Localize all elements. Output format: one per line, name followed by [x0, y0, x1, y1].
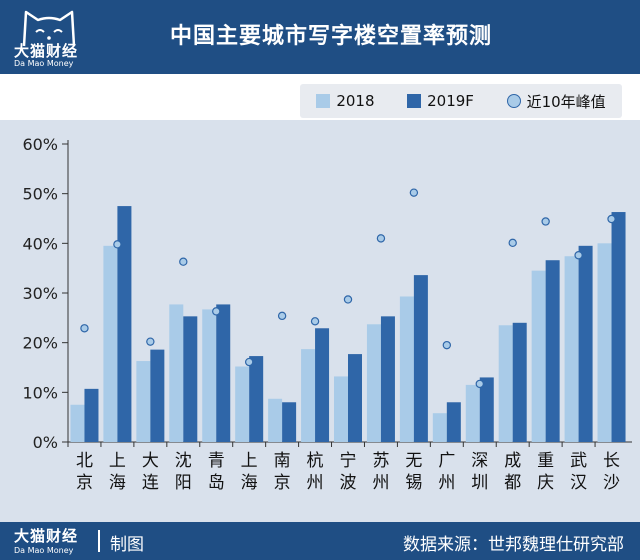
y-tick-label: 60%	[22, 135, 58, 154]
bar-2019f	[479, 377, 494, 442]
x-tick-label: 宁波	[340, 451, 357, 493]
legend-item-2018: 2018	[316, 92, 375, 110]
brand-name-en: Da Mao Money	[14, 59, 74, 68]
peak-point	[212, 307, 221, 316]
bar-2019f	[413, 275, 428, 442]
peak-point	[146, 337, 155, 346]
x-tick-label: 成都	[504, 451, 521, 493]
bar-2018	[202, 309, 217, 442]
cat-logo-icon	[22, 10, 76, 47]
bar-2018	[268, 398, 283, 442]
bar-2019f	[512, 322, 527, 442]
peak-point	[376, 234, 386, 243]
legend: 2018 2019F 近10年峰值	[300, 84, 622, 118]
bar-2019f	[315, 328, 330, 442]
peak-point	[179, 257, 188, 266]
chart-title: 中国主要城市写字楼空置率预测	[170, 24, 493, 49]
x-tick-label: 上海	[241, 451, 258, 493]
footer-made-label: 制图	[110, 535, 144, 555]
x-tick-label: 南京	[274, 451, 291, 493]
footer-divider	[98, 530, 100, 552]
peak-point	[508, 238, 517, 248]
x-tick-label: 北京	[76, 451, 93, 493]
x-tick-label: 杭州	[307, 451, 324, 493]
x-tick-label: 上海	[109, 451, 126, 493]
bar-2019f	[150, 349, 165, 442]
y-tick-label: 30%	[22, 284, 58, 303]
peak-point	[310, 317, 320, 326]
bar-2019f	[282, 402, 297, 442]
vacancy-chart: 0%10%20%30%40%50%60%北京上海大连沈阳青岛上海南京杭州宁波苏州…	[22, 135, 632, 493]
peak-point	[80, 324, 89, 333]
x-tick-label: 大连	[142, 451, 159, 493]
bar-2019f	[183, 316, 198, 442]
legend-label-peak: 近10年峰值	[526, 92, 606, 111]
peak-point	[607, 214, 616, 224]
bar-2019f	[380, 316, 395, 442]
x-tick-label: 苏州	[372, 451, 389, 493]
y-tick-label: 10%	[22, 383, 58, 402]
peak-point	[343, 295, 353, 304]
legend-swatch-2018	[316, 94, 331, 108]
bar-2018	[103, 245, 118, 442]
bar-2018	[169, 304, 184, 442]
bar-2018	[564, 256, 579, 442]
bar-2019f	[84, 388, 99, 442]
brand-name: 大猫财经	[14, 42, 79, 60]
bar-2018	[334, 376, 348, 442]
bar-2018	[366, 324, 381, 442]
bar-2018	[465, 384, 480, 442]
footer-brand-name: 大猫财经	[14, 527, 79, 545]
x-tick-label: 武汉	[570, 451, 587, 493]
peak-point	[475, 379, 484, 389]
peak-point	[442, 340, 452, 350]
bar-2018	[70, 404, 85, 442]
peak-point	[541, 217, 550, 226]
footer-source: 数据来源：世邦魏理仕研究部	[403, 535, 624, 555]
bar-2019f	[578, 245, 593, 442]
bar-2019f	[216, 304, 231, 442]
legend-swatch-peak	[506, 94, 521, 108]
plot-area: 0% 10% 20% 30% 40% 50% 60% 北京 上海 大连 沈阳 青岛 上海 南京 杭州 宁波 苏州…	[0, 120, 640, 522]
peak-point	[244, 357, 254, 367]
bar-2018	[498, 325, 513, 442]
peak-point	[574, 251, 583, 260]
bar-2018	[597, 243, 612, 442]
x-tick-label: 深圳	[471, 451, 488, 493]
y-tick-label: 0%	[33, 433, 58, 452]
bar-2018	[136, 361, 151, 442]
y-tick-label: 20%	[22, 334, 58, 353]
legend-label-2019f: 2019F	[427, 92, 474, 110]
bar-2019f	[249, 356, 264, 442]
x-tick-label: 无锡	[405, 451, 422, 493]
bar-2019f	[611, 212, 626, 442]
bar-2018	[235, 366, 250, 442]
bar-2018	[432, 413, 447, 442]
x-tick-label: 沈阳	[175, 451, 192, 493]
legend-label-2018: 2018	[336, 92, 375, 110]
footer-brand-name-en: Da Mao Money	[14, 546, 74, 555]
bar-2019f	[446, 402, 461, 442]
legend-item-peak: 近10年峰值	[506, 91, 606, 112]
bar-2019f	[117, 206, 132, 442]
x-tick-label: 长沙	[603, 451, 620, 493]
bar-2019f	[348, 354, 362, 442]
peak-point	[409, 188, 419, 197]
bar-2018	[531, 270, 546, 442]
x-tick-label: 青岛	[208, 451, 225, 493]
bar-2018	[301, 349, 316, 442]
x-tick-label: 重庆	[537, 451, 554, 493]
legend-item-2019f: 2019F	[407, 92, 474, 110]
bar-2019f	[545, 260, 560, 442]
y-tick-label: 50%	[22, 185, 58, 204]
header-banner: 大猫财经 Da Mao Money 中国主要城市写字楼空置率预测	[0, 0, 640, 74]
x-tick-label: 广州	[438, 451, 455, 493]
legend-swatch-2019f	[407, 94, 422, 108]
peak-point	[277, 311, 287, 321]
y-tick-label: 40%	[22, 234, 58, 253]
bar-2018	[399, 296, 414, 442]
footer-banner: 大猫财经 Da Mao Money 制图 数据来源：世邦魏理仕研究部	[0, 522, 640, 560]
peak-point	[113, 240, 122, 249]
